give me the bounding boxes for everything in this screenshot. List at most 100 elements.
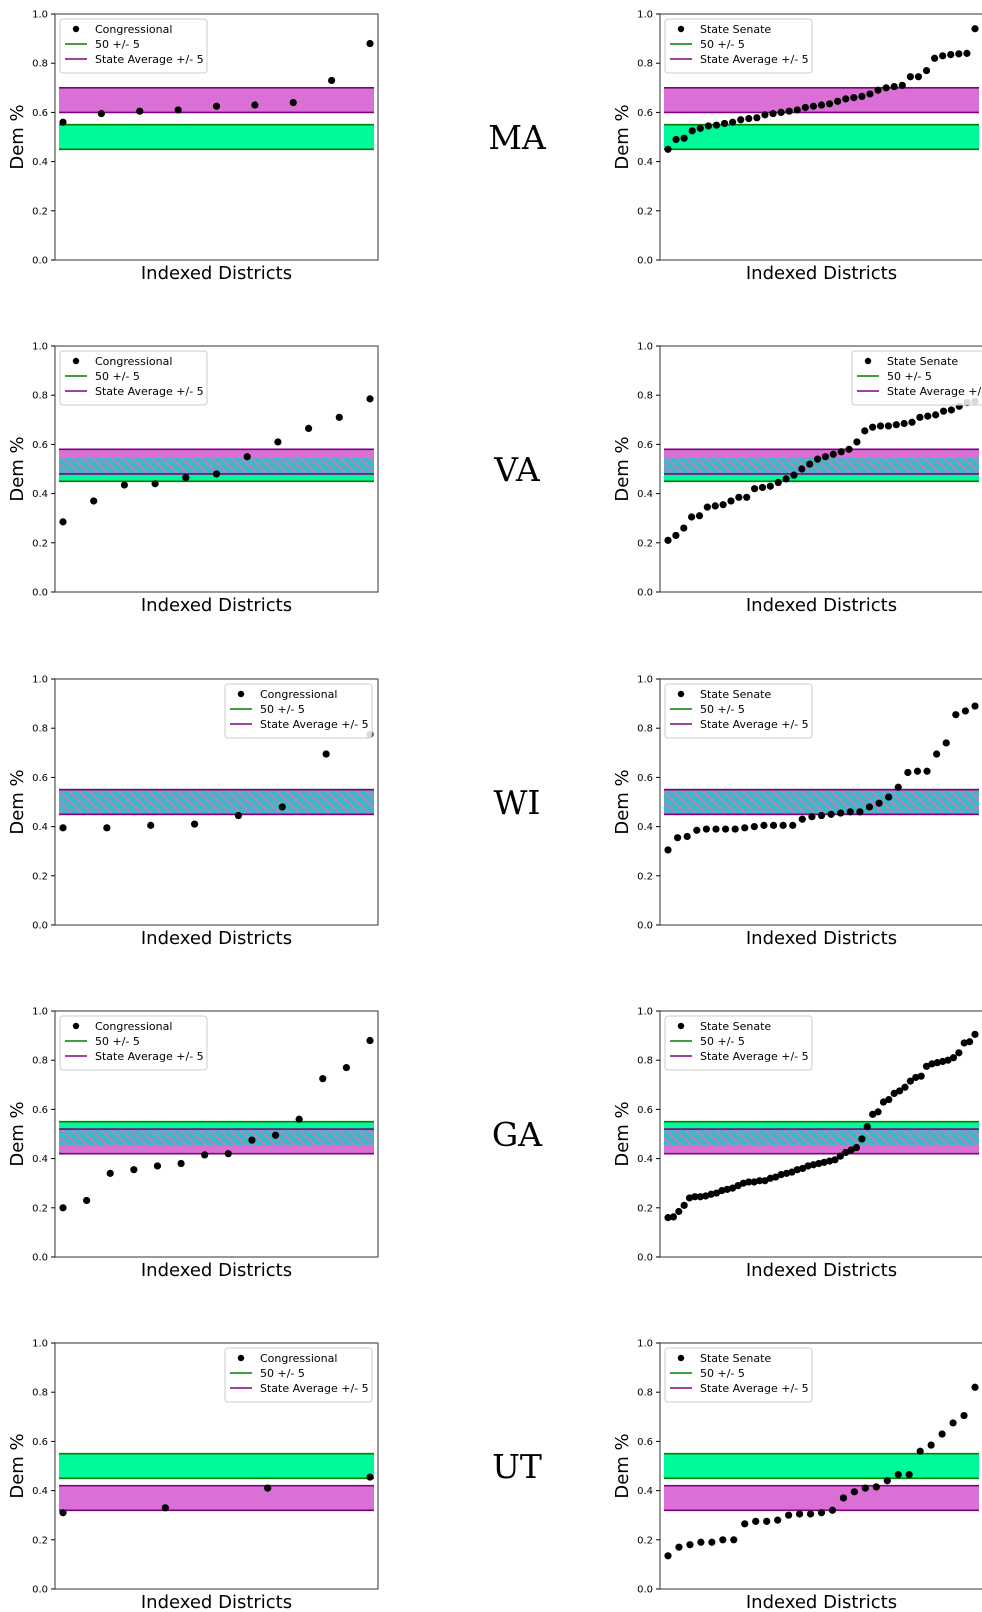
data-point <box>866 90 874 98</box>
data-point <box>712 825 720 833</box>
plot-frame <box>54 1010 379 1258</box>
y-tick-label: 0.4 <box>637 157 653 168</box>
legend-label: State Average +/- 5 <box>95 385 204 398</box>
plot-frame <box>659 1342 982 1590</box>
y-tick-label: 0.6 <box>637 108 653 119</box>
data-point <box>707 1190 715 1198</box>
y-tick-label: 0.4 <box>637 822 653 833</box>
data-point <box>696 124 704 132</box>
data-point <box>719 501 727 509</box>
data-point <box>769 821 778 829</box>
data-point <box>680 524 688 532</box>
data-point <box>702 825 710 833</box>
legend-marker-dot <box>677 1354 685 1362</box>
x-axis-label: Indexed Districts <box>141 1260 292 1281</box>
data-point <box>942 739 950 747</box>
y-tick-label: 0.0 <box>637 1253 653 1264</box>
y-tick-label: 0.8 <box>32 1388 48 1399</box>
y-tick-label: 0.0 <box>32 256 48 267</box>
data-point <box>789 821 797 829</box>
data-point <box>693 826 701 834</box>
band-50-fill <box>664 124 979 150</box>
data-point <box>151 480 159 488</box>
data-point <box>769 110 777 118</box>
data-point <box>752 1517 760 1525</box>
data-point <box>850 1488 858 1496</box>
legend: Congressional 50 +/- 5 State Average +/- 5 <box>224 683 373 739</box>
data-point <box>224 1150 232 1158</box>
data-point <box>688 127 696 135</box>
legend-marker-dot <box>864 357 872 365</box>
legend-label: 50 +/- 5 <box>95 370 140 383</box>
data-point <box>795 1510 804 1518</box>
data-point <box>672 135 680 144</box>
legend: State Senate 50 +/- 5 State Average +/- 5 <box>664 1015 813 1071</box>
x-axis-label: Indexed Districts <box>746 1592 897 1612</box>
data-point <box>712 121 721 129</box>
legend-label: Congressional <box>95 355 172 368</box>
data-point <box>837 809 845 817</box>
data-point <box>271 1131 280 1139</box>
y-tick-label: 1.0 <box>32 675 48 686</box>
data-point <box>861 1484 869 1492</box>
x-axis-label: Indexed Districts <box>141 1592 292 1612</box>
data-point <box>120 481 128 489</box>
data-point <box>182 474 190 482</box>
legend-box <box>664 683 813 739</box>
data-point <box>908 418 916 426</box>
data-point <box>875 799 883 807</box>
data-point <box>201 1151 209 1159</box>
data-point <box>808 813 816 821</box>
legend-label: State Average +/- 5 <box>260 718 369 731</box>
data-point <box>793 106 801 114</box>
y-tick-label: 0.4 <box>32 157 48 168</box>
data-point <box>366 39 374 48</box>
data-point <box>234 811 243 820</box>
legend-box <box>664 1347 813 1403</box>
state-label: MA <box>488 118 547 157</box>
band-overlap-hatch <box>664 457 979 473</box>
data-point <box>695 512 704 520</box>
data-point <box>853 438 861 446</box>
data-point <box>153 1162 162 1170</box>
y-tick-label: 0.2 <box>637 206 653 217</box>
data-point <box>856 808 864 816</box>
y-tick-label: 0.2 <box>32 538 48 549</box>
legend-label: 50 +/- 5 <box>700 38 745 51</box>
y-tick-label: 0.0 <box>32 1253 48 1264</box>
band-overlap-hatch <box>664 790 979 814</box>
legend-box <box>664 18 813 74</box>
legend-box <box>851 350 982 406</box>
y-tick-label: 0.6 <box>637 773 653 784</box>
y-axis-label: Dem % <box>612 104 633 169</box>
y-tick-label: 0.6 <box>637 440 653 451</box>
y-tick-label: 0.2 <box>32 871 48 882</box>
data-point <box>212 470 221 478</box>
y-tick-label: 0.4 <box>32 1486 48 1497</box>
data-point <box>745 114 753 123</box>
y-tick-label: 0.2 <box>637 1203 653 1214</box>
legend-label: 50 +/- 5 <box>95 38 140 51</box>
y-axis-label: Dem % <box>612 1101 633 1166</box>
data-point <box>664 536 672 544</box>
y-tick-label: 0.0 <box>637 588 653 599</box>
data-point <box>753 114 761 122</box>
y-tick-label: 0.4 <box>32 1154 48 1165</box>
data-point <box>83 1196 91 1205</box>
legend-marker-dot <box>677 690 685 698</box>
legend-label: Congressional <box>260 688 337 701</box>
y-axis-label: Dem % <box>7 436 28 501</box>
data-point <box>861 427 869 435</box>
data-point <box>251 101 259 109</box>
data-point <box>335 413 343 421</box>
data-point <box>688 513 696 521</box>
y-axis-label: Dem % <box>612 436 633 501</box>
data-point <box>938 1430 946 1438</box>
data-point <box>858 1135 866 1143</box>
y-axis-label: Dem % <box>612 769 633 834</box>
data-point <box>883 1477 891 1485</box>
state-label: WI <box>494 783 541 822</box>
data-point <box>161 1504 169 1512</box>
data-point <box>817 101 826 109</box>
data-point <box>837 448 845 456</box>
